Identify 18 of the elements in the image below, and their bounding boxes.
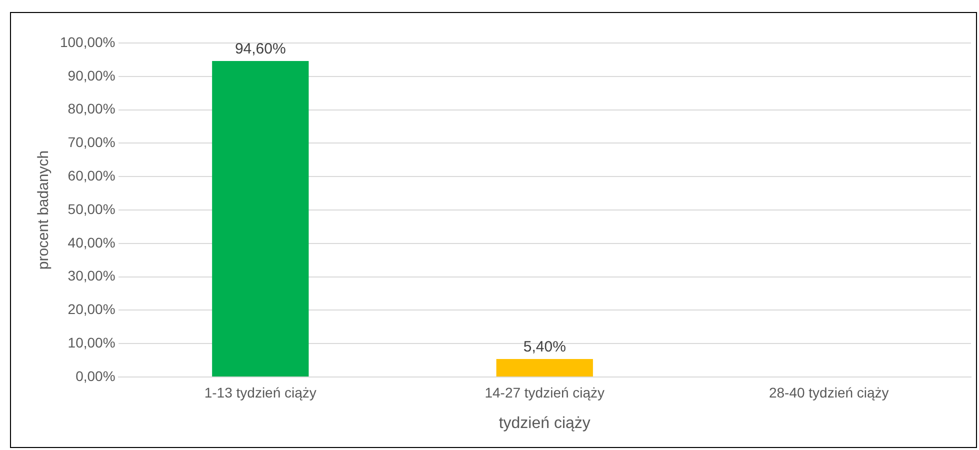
data-label: 94,60%	[234, 40, 286, 58]
y-tick-label: 50,00%	[68, 200, 116, 217]
x-axis-title: tydzień ciąży	[498, 414, 590, 432]
y-axis-title: procent badanych	[35, 150, 52, 270]
y-tick-label: 80,00%	[68, 100, 116, 117]
x-tick-label: 14-27 tydzień ciąży	[484, 384, 605, 400]
y-tick-label: 40,00%	[68, 234, 116, 250]
y-tick-label: 60,00%	[68, 167, 116, 184]
y-tick-label: 20,00%	[68, 301, 116, 318]
y-tick-label: 10,00%	[68, 334, 116, 350]
y-tick-label: 70,00%	[68, 134, 116, 150]
y-tick-label: 0,00%	[76, 368, 116, 384]
x-tick-label: 28-40 tydzień ciąży	[768, 384, 889, 400]
data-label: 5,40%	[523, 338, 566, 356]
y-tick-label: 100,00%	[60, 34, 116, 50]
y-tick-label: 30,00%	[68, 268, 116, 284]
y-tick-label: 90,00%	[68, 67, 116, 84]
x-tick-label: 1-13 tydzień ciąży	[204, 384, 316, 400]
